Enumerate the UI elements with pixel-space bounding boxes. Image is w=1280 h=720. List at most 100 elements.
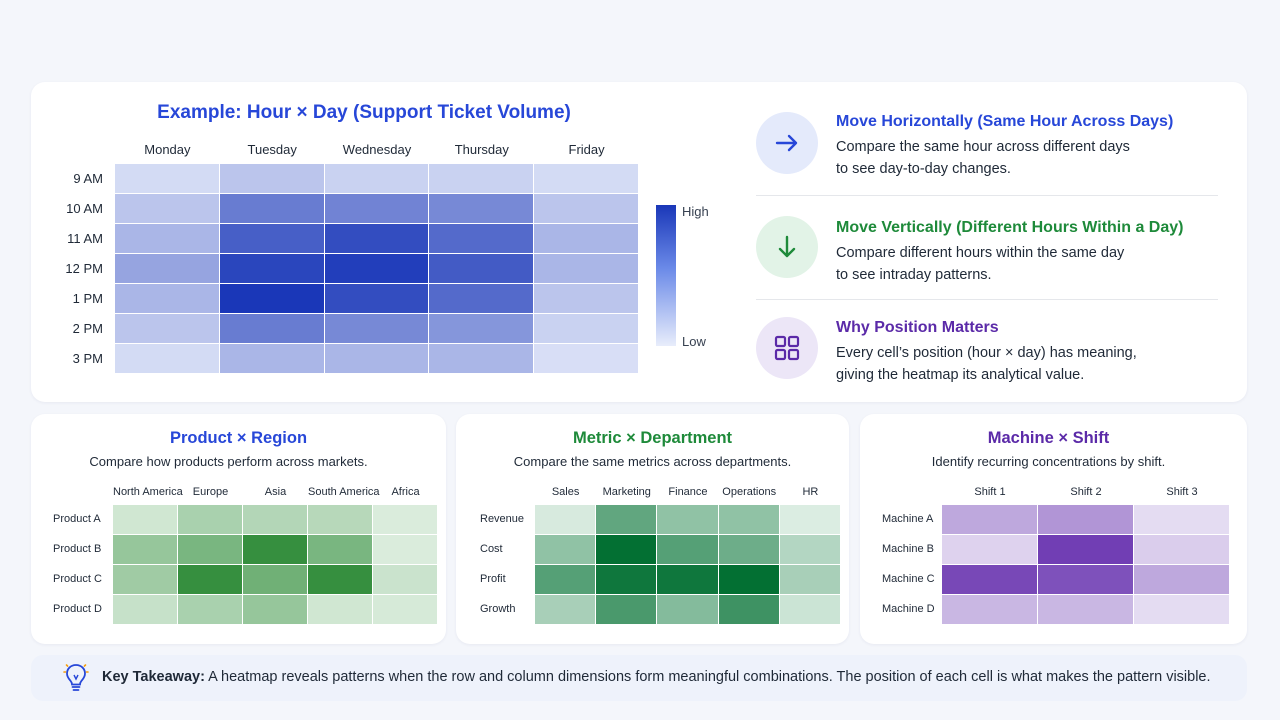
heatmap-cell (779, 565, 840, 594)
heatmap-cell (115, 284, 219, 313)
column-label: Sales (551, 486, 580, 498)
hour-day-panel: Example: Hour × Day (Support Ticket Volu… (31, 82, 1247, 402)
main-heatmap-title: Example: Hour × Day (Support Ticket Volu… (157, 102, 571, 123)
heatmap-cell (1134, 595, 1229, 624)
heatmap-cell (113, 535, 177, 564)
column-label: Shift 2 (1070, 486, 1102, 498)
heatmap-cell (429, 194, 534, 223)
heatmap-cell (718, 595, 779, 624)
row-label: Machine B (882, 543, 934, 555)
heatmap-cell (779, 595, 840, 624)
info-horizontal-line1: Compare the same hour across different d… (836, 139, 1130, 155)
row-label: Growth (480, 603, 516, 615)
heatmap-cell (243, 595, 307, 624)
heatmap-cell (324, 164, 429, 193)
heatmap-cell (534, 254, 638, 283)
heatmap-cell (942, 565, 1037, 594)
heatmap-cell (718, 505, 779, 534)
heatmap-cell (115, 164, 219, 193)
heatmap-cell (535, 535, 596, 564)
column-label: Finance (668, 486, 708, 498)
heatmap-cell (219, 284, 324, 313)
heatmap-cell (373, 565, 437, 594)
heatmap-cell (115, 194, 219, 223)
heatmap-cell (535, 595, 596, 624)
heatmap-cell (534, 164, 638, 193)
row-label: 9 AM (73, 171, 103, 186)
heatmap-cell (535, 565, 596, 594)
heatmap-cell (942, 535, 1037, 564)
info-horizontal: Move Horizontally (Same Hour Across Days… (756, 112, 1216, 182)
info-horizontal-line2: to see day-to-day changes. (836, 161, 1011, 177)
column-label: Wednesday (342, 142, 412, 157)
heatmap-cell (219, 344, 324, 373)
heatmap-cell (429, 284, 534, 313)
arrow-down-icon (756, 216, 818, 278)
heatmap-cell (178, 595, 242, 624)
heatmap-cell (308, 505, 372, 534)
legend-high-label: High (682, 204, 709, 219)
heatmap-cell (596, 595, 657, 624)
heatmap-cell (324, 344, 429, 373)
heatmap-cell (596, 535, 657, 564)
row-label: 1 PM (72, 291, 103, 306)
row-label: 2 PM (72, 321, 103, 336)
row-label: Product D (53, 603, 102, 615)
heatmap-cell (219, 254, 324, 283)
heatmap-cell (113, 595, 177, 624)
product-region-panel: Product × Region Compare how products pe… (31, 414, 446, 644)
heatmap-cell (115, 314, 219, 343)
heatmap-cell (324, 284, 429, 313)
heatmap-cell (324, 194, 429, 223)
heatmap-cell (1134, 565, 1229, 594)
heatmap-cell (115, 224, 219, 253)
column-label: Monday (144, 142, 191, 157)
heatmap-cell (429, 344, 534, 373)
product-region-subtitle: Compare how products perform across mark… (89, 454, 368, 469)
machine-shift-panel: Machine × Shift Identify recurring conce… (860, 414, 1247, 644)
column-label: North America (113, 486, 183, 498)
column-label: Thursday (454, 142, 509, 157)
row-label: 11 AM (67, 231, 103, 246)
heatmap-cell (429, 314, 534, 343)
arrow-right-icon (756, 112, 818, 174)
info-position-line2: giving the heatmap its analytical value. (836, 367, 1085, 383)
heatmap-cell (429, 164, 534, 193)
column-label: Shift 3 (1166, 486, 1198, 498)
heatmap-cell (657, 595, 718, 624)
column-label: HR (802, 486, 819, 498)
heatmap-cell (219, 164, 324, 193)
machine-shift-subtitle: Identify recurring concentrations by shi… (931, 454, 1166, 469)
column-label: Africa (391, 486, 420, 498)
heatmap-cell (657, 505, 718, 534)
heatmap-cell (1038, 505, 1133, 534)
row-label: 10 AM (66, 201, 103, 216)
heatmap-cell (219, 314, 324, 343)
column-label: Asia (264, 486, 287, 498)
heatmap-cell (219, 224, 324, 253)
heatmap-cell (657, 565, 718, 594)
info-position-line1: Every cell’s position (hour × day) has m… (836, 345, 1137, 361)
heatmap-cell (1038, 595, 1133, 624)
heatmap-cell (596, 505, 657, 534)
heatmap-cell (942, 595, 1037, 624)
heatmap-cell (534, 344, 638, 373)
heatmap-cell (324, 224, 429, 253)
heatmap-cell (178, 565, 242, 594)
heatmap-cell (219, 194, 324, 223)
row-label: Profit (480, 573, 506, 585)
metric-department-panel: Metric × Department Compare the same met… (456, 414, 849, 644)
metric-department-title: Metric × Department (572, 429, 733, 447)
heatmap-cell (308, 535, 372, 564)
heatmap-cell (1038, 535, 1133, 564)
heatmap-cell (534, 194, 638, 223)
takeaway-text: A heatmap reveals patterns when the row … (204, 669, 1211, 685)
grid-icon (756, 317, 818, 379)
heatmap-cell (535, 505, 596, 534)
row-label: Cost (480, 543, 503, 555)
column-label: South America (308, 486, 380, 498)
info-vertical-line2: to see intraday patterns. (836, 267, 992, 283)
heatmap-cell (113, 565, 177, 594)
info-divider (756, 299, 1218, 300)
heatmap-cell (534, 224, 638, 253)
